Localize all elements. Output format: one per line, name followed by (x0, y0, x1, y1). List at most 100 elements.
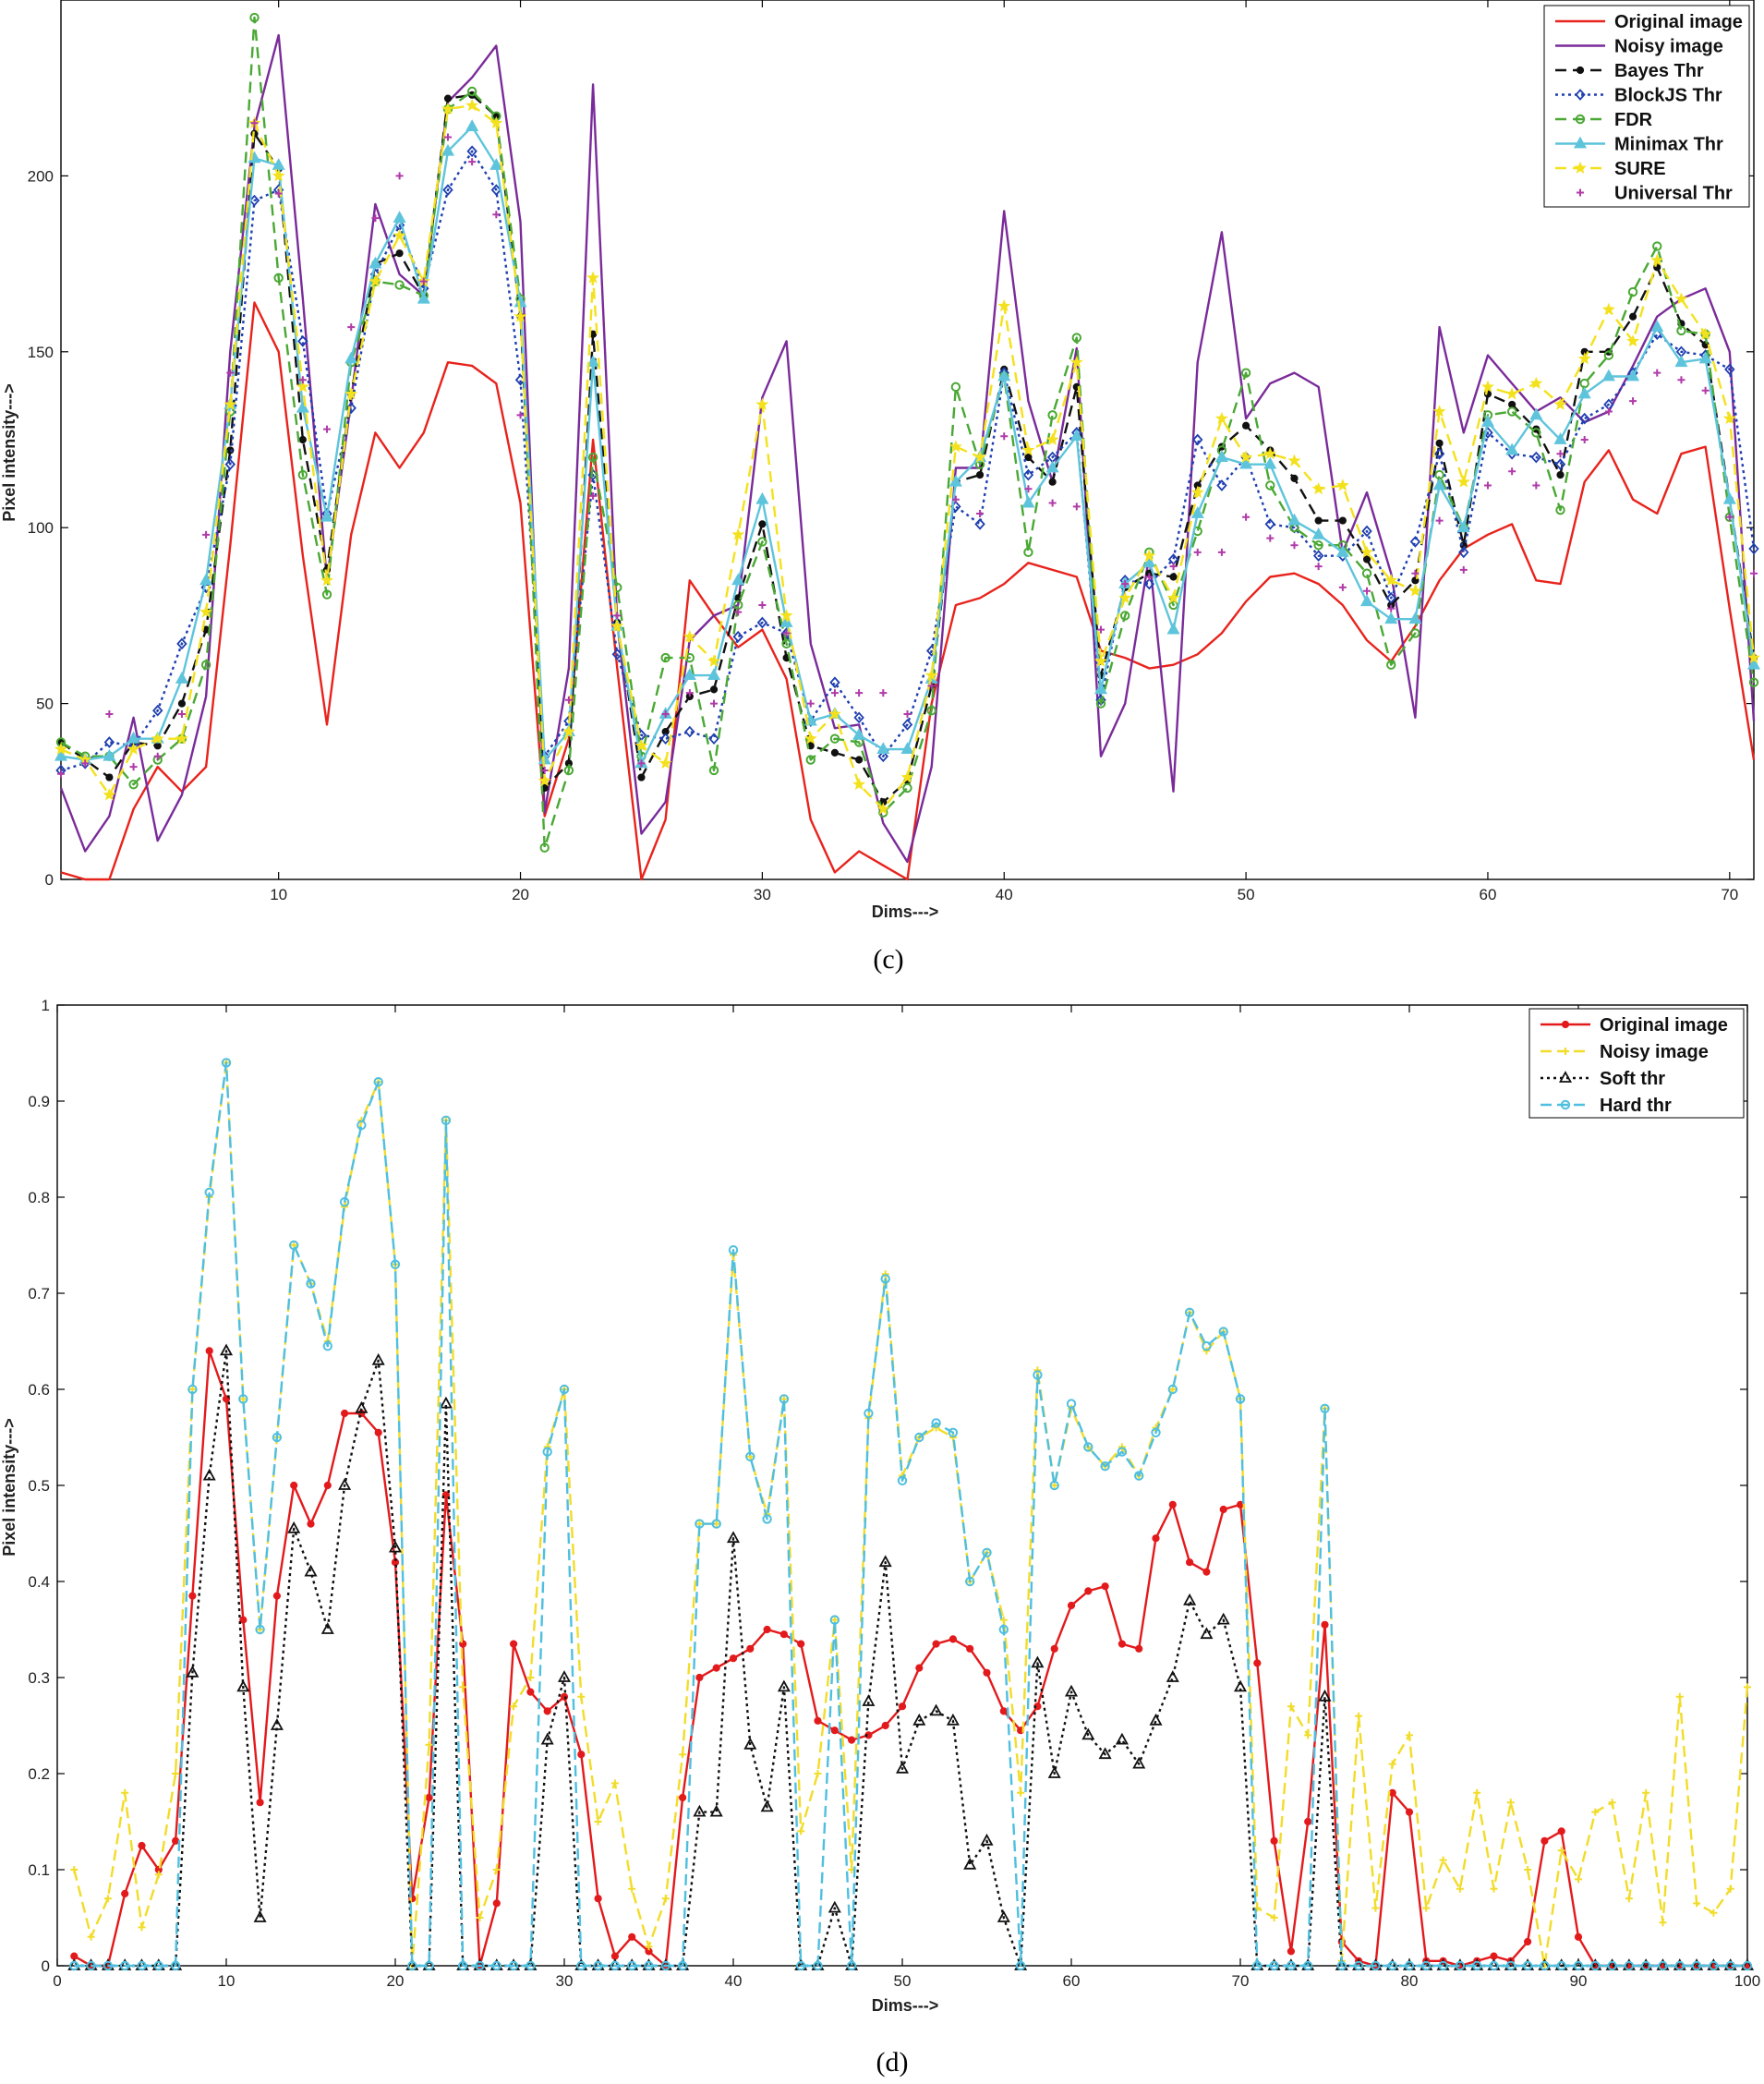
data-point-soft-thr (1318, 1689, 1332, 1702)
data-point-hard-thr (1742, 1960, 1753, 1971)
data-point-original-image (1067, 1601, 1076, 1610)
data-point-noisy-image (1726, 1884, 1734, 1893)
data-point-fdr (1313, 540, 1323, 551)
data-point-minimax-thr (54, 748, 68, 761)
data-point-hard-thr (1641, 1960, 1651, 1971)
x-axis-title-d: Dims---> (872, 1996, 939, 2015)
data-point-hard-thr (813, 1960, 823, 1971)
data-point-bayes-thr (758, 520, 767, 528)
data-point-soft-thr (202, 1468, 216, 1481)
data-point-soft-thr (1132, 1756, 1146, 1769)
data-point-fdr (128, 779, 139, 790)
legend-item-soft-thr: Soft thr (1540, 1069, 1665, 1089)
data-point-original-image (966, 1644, 974, 1653)
data-point-original-image (138, 1841, 146, 1850)
legend-item-minimax-thr: Minimax Thr (1555, 135, 1723, 155)
data-point-hard-thr (170, 1960, 181, 1971)
data-point-soft-thr (219, 1343, 234, 1356)
data-point-sure (54, 742, 67, 756)
legend-swatch-marker (1575, 114, 1586, 125)
data-point-minimax-thr (1480, 415, 1494, 427)
data-point-universal-thr (57, 769, 65, 778)
legend-swatch-marker (1560, 1099, 1571, 1110)
data-point-original-image (594, 1895, 602, 1903)
data-point-minimax-thr (417, 291, 430, 304)
data-point-minimax-thr (1408, 612, 1422, 624)
data-point-hard-thr (1438, 1960, 1448, 1971)
data-point-soft-thr (287, 1521, 301, 1533)
data-point-minimax-thr (1335, 544, 1349, 557)
data-point-universal-thr (976, 509, 985, 517)
data-point-fdr (273, 273, 284, 284)
data-point-fdr (1386, 660, 1396, 670)
data-point-fdr (1531, 428, 1541, 438)
data-point-sure (779, 609, 793, 622)
data-point-soft-thr (1064, 1684, 1079, 1697)
data-point-hard-thr (153, 1960, 164, 1971)
data-point-fdr (1603, 350, 1614, 360)
data-point-fdr (1506, 406, 1517, 417)
data-point-noisy-image (492, 1866, 501, 1873)
legend-item-bayes-thr: Bayes Thr (1555, 61, 1704, 81)
data-point-minimax-thr (1045, 460, 1059, 473)
data-point-noisy-image (1659, 1919, 1667, 1927)
data-point-hard-thr (627, 1960, 637, 1971)
data-point-universal-thr (1169, 563, 1178, 571)
data-point-universal-thr (879, 689, 888, 697)
data-point-universal-thr (516, 411, 525, 419)
data-point-minimax-thr (1263, 456, 1277, 469)
data-point-soft-thr (709, 1804, 723, 1817)
data-point-universal-thr (202, 530, 211, 539)
data-point-bayes-thr (1024, 453, 1033, 462)
data-point-hard-thr (1167, 1384, 1178, 1395)
data-point-universal-thr (1750, 569, 1758, 577)
data-point-sure (658, 756, 672, 769)
data-point-original-image (729, 1654, 738, 1663)
data-point-bayes-thr (709, 685, 719, 694)
data-point-minimax-thr (1214, 450, 1228, 462)
data-point-sure (465, 98, 479, 112)
data-point-minimax-thr (1069, 429, 1083, 442)
data-point-universal-thr (758, 600, 767, 609)
data-point-original-image (323, 1481, 332, 1490)
series-line-blockjs-thr (60, 150, 1756, 772)
data-point-hard-thr (1184, 1307, 1195, 1318)
data-point-universal-thr (371, 214, 380, 223)
y-axis-title-d: Pixel intensity---> (0, 1418, 18, 1557)
data-point-soft-thr (878, 1555, 892, 1568)
data-point-hard-thr (204, 1187, 214, 1198)
data-point-minimax-thr (489, 158, 503, 170)
data-point-sure (1601, 302, 1615, 316)
data-point-bayes-thr (1290, 474, 1299, 482)
data-point-soft-thr (1098, 1747, 1112, 1760)
data-point-noisy-image (1625, 1895, 1633, 1903)
data-point-hard-thr (1252, 1960, 1263, 1971)
data-point-soft-thr (338, 1478, 352, 1490)
data-point-sure (103, 788, 116, 801)
data-point-sure (320, 573, 333, 587)
data-point-blockjs-thr (152, 704, 163, 717)
data-point-hard-thr (677, 1960, 688, 1971)
data-point-sure (1359, 545, 1373, 558)
data-point-minimax-thr (586, 355, 600, 368)
data-point-minimax-thr (1239, 456, 1253, 469)
legend-item-sure: SURE (1555, 159, 1666, 179)
data-point-minimax-thr (1505, 442, 1519, 455)
x-tick-label: 50 (894, 1972, 912, 1990)
data-point-hard-thr (1202, 1341, 1212, 1351)
legend-item-original-image: Original image (1540, 1015, 1728, 1036)
data-point-sure (1166, 591, 1180, 604)
data-point-soft-thr (726, 1531, 741, 1544)
data-point-original-image (830, 1727, 839, 1735)
data-point-fdr (1240, 368, 1251, 378)
data-point-hard-thr (1066, 1399, 1077, 1409)
data-point-universal-thr (685, 689, 694, 697)
data-point-original-image (1050, 1644, 1058, 1653)
data-point-noisy-image (1557, 1847, 1565, 1855)
data-point-hard-thr (475, 1960, 485, 1971)
data-point-sure (1069, 355, 1083, 369)
data-point-noisy-image (476, 1914, 484, 1921)
data-point-hard-thr (103, 1960, 114, 1971)
data-point-soft-thr (320, 1622, 334, 1634)
legend-swatch-marker (1574, 161, 1587, 174)
